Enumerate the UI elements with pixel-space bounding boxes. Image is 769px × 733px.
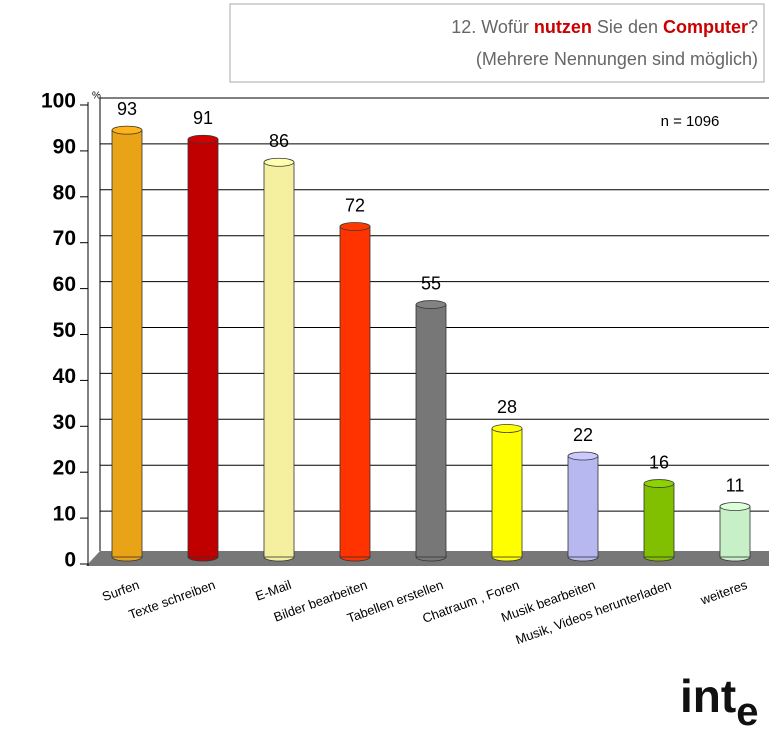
chart-subtitle: (Mehrere Nennungen sind möglich) [476,49,758,69]
y-tick-label: 30 [53,411,76,434]
bar [415,304,447,558]
title-part: Computer [663,17,748,37]
y-tick-label: 70 [53,227,76,250]
value-label: 91 [193,108,213,128]
x-tick-label: Texte schreiben [127,577,218,622]
title-part: Sie den [592,17,663,37]
x-tick-label: Surfen [100,577,141,604]
title-part: 12. Wofür [451,17,534,37]
bar-cap [643,479,675,488]
bar-cap [263,157,295,167]
bar-cap [491,424,523,433]
value-label: 86 [269,131,289,151]
bar-cap [415,300,447,309]
y-tick-label: 80 [53,181,76,204]
y-tick-label: 20 [53,457,76,480]
value-label: 11 [726,475,745,495]
bar-cap [187,134,219,144]
sample-size: n = 1096 [661,113,720,130]
logo-part: int [680,670,736,722]
y-tick-label: 40 [53,365,76,388]
value-label: 22 [573,425,593,445]
logo: inte [680,670,758,733]
value-label: 16 [649,452,669,472]
unit-label: % [92,91,101,102]
x-tick-label: E-Mail [253,577,293,604]
bar [263,161,295,558]
title-box [229,3,765,83]
bar-cap [111,125,143,135]
y-tick-label: 50 [53,319,76,342]
x-tick-label: weiteres [698,577,750,608]
value-label: 28 [497,397,517,417]
logo-part: e [736,690,758,733]
y-tick-label: 10 [53,503,76,526]
y-tick-label: 100 [41,90,76,113]
bar [491,428,523,558]
bar-cap [719,502,751,511]
bar-cap [339,222,371,231]
value-label: 55 [421,273,441,293]
y-tick-label: 0 [64,549,76,572]
value-label: 72 [345,195,365,215]
bar [111,129,143,558]
bar [339,226,371,558]
y-tick-label: 60 [53,273,76,296]
bar [567,455,599,558]
bar [719,506,751,558]
bar-cap [567,451,599,461]
y-tick-label: 90 [53,135,76,158]
bar [643,483,675,558]
title-part: nutzen [534,17,592,37]
chart-title: 12. Wofür nutzen Sie den Computer? [451,17,758,37]
bar [187,138,219,558]
value-label: 93 [117,99,137,119]
title-part: ? [748,17,758,37]
